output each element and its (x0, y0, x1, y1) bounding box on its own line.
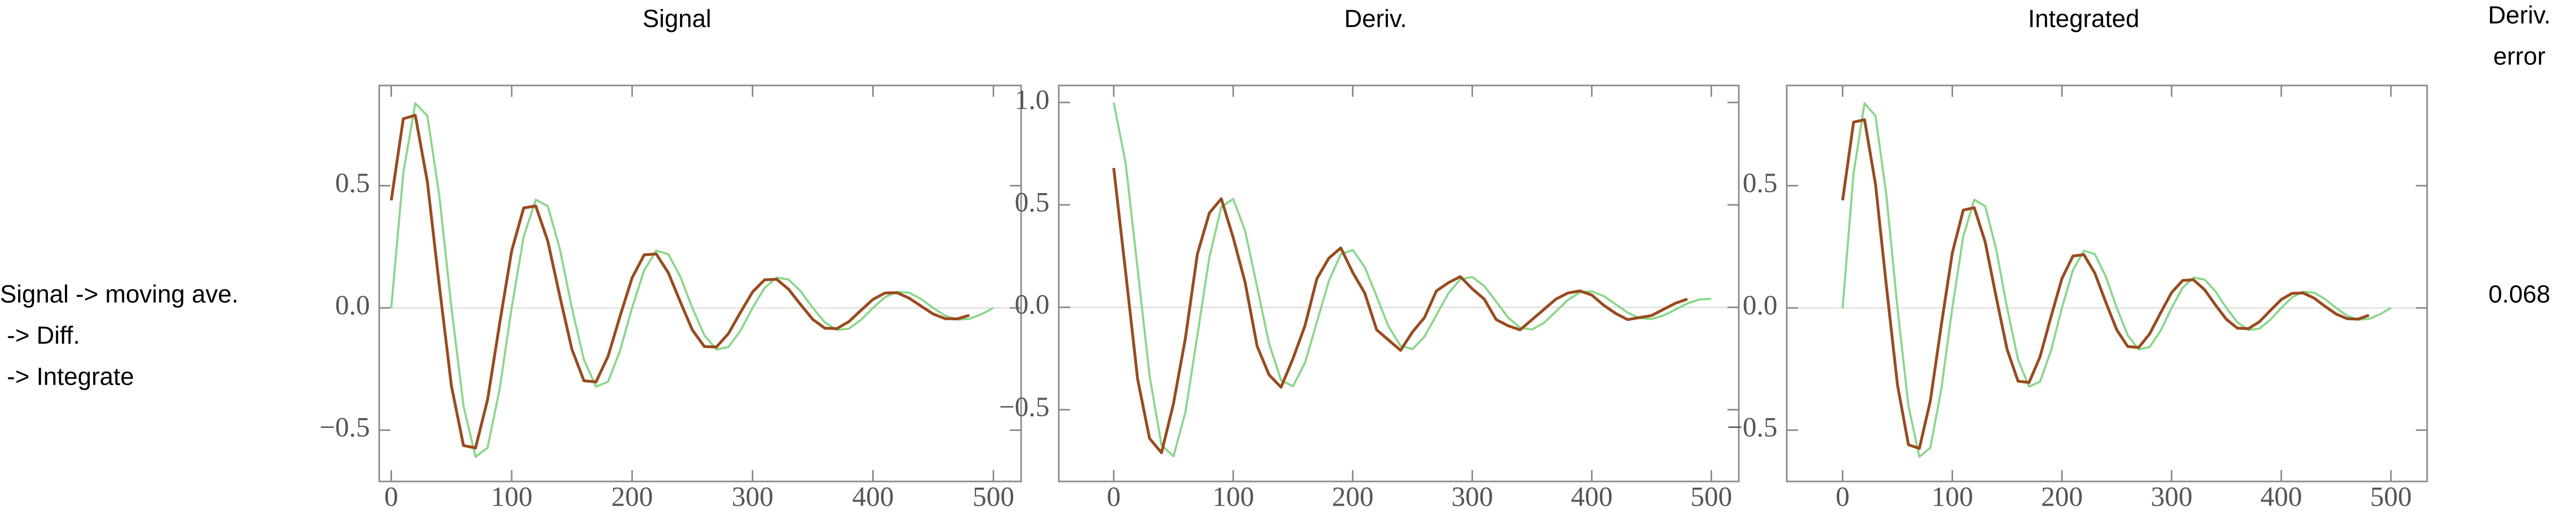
x-tick-label: 100 (491, 481, 533, 512)
y-tick-label: 1.0 (1015, 84, 1050, 115)
x-tick-label: 0 (384, 481, 398, 512)
y-tick-label: 0.0 (1015, 289, 1050, 320)
chart-title: Deriv. (1344, 6, 1407, 33)
row-label: -> Diff. (0, 322, 80, 350)
x-tick-label: 500 (973, 481, 1014, 512)
x-tick-label: 100 (1212, 481, 1254, 512)
x-tick-label: 300 (2151, 481, 2193, 512)
y-tick-label: 0.5 (1015, 186, 1050, 217)
series-line (1112, 167, 1688, 455)
x-tick-label: 500 (2370, 481, 2412, 512)
x-tick-label: 500 (1690, 481, 1732, 512)
plot-frame (378, 84, 1022, 482)
x-tick-label: 300 (1451, 481, 1493, 512)
y-tick-label: 0.5 (335, 167, 370, 198)
x-tick-label: 100 (1931, 481, 1973, 512)
plot-frame (1058, 84, 1740, 482)
y-tick-label: −0.5 (319, 412, 370, 443)
series-line (390, 102, 994, 458)
x-tick-label: 200 (611, 481, 653, 512)
x-tick-label: 200 (2041, 481, 2083, 512)
series-line (1112, 102, 1711, 458)
series-line (1841, 118, 2370, 450)
y-tick-label: −0.5 (1727, 412, 1777, 443)
column-header: error (2493, 43, 2545, 71)
x-tick-label: 0 (1836, 481, 1850, 512)
series-line (389, 114, 970, 450)
plot-frame (1786, 84, 2428, 482)
column-header: Deriv. (2488, 2, 2551, 29)
chart-title: Integrated (2028, 6, 2139, 33)
y-tick-label: 0.0 (335, 289, 370, 320)
x-tick-label: 400 (1571, 481, 1613, 512)
y-tick-label: −0.5 (999, 391, 1049, 422)
x-tick-label: 300 (732, 481, 773, 512)
x-tick-label: 0 (1107, 481, 1121, 512)
x-tick-label: 400 (852, 481, 894, 512)
x-tick-label: 400 (2260, 481, 2302, 512)
series-line (1841, 102, 2392, 458)
x-tick-label: 200 (1332, 481, 1374, 512)
error-value: 0.068 (2488, 281, 2550, 308)
chart-title: Signal (642, 6, 711, 33)
row-label: Signal -> moving ave. (0, 281, 239, 308)
row-label: -> Integrate (0, 364, 134, 391)
y-tick-label: 0.5 (1743, 167, 1778, 198)
y-tick-label: 0.0 (1743, 289, 1778, 320)
